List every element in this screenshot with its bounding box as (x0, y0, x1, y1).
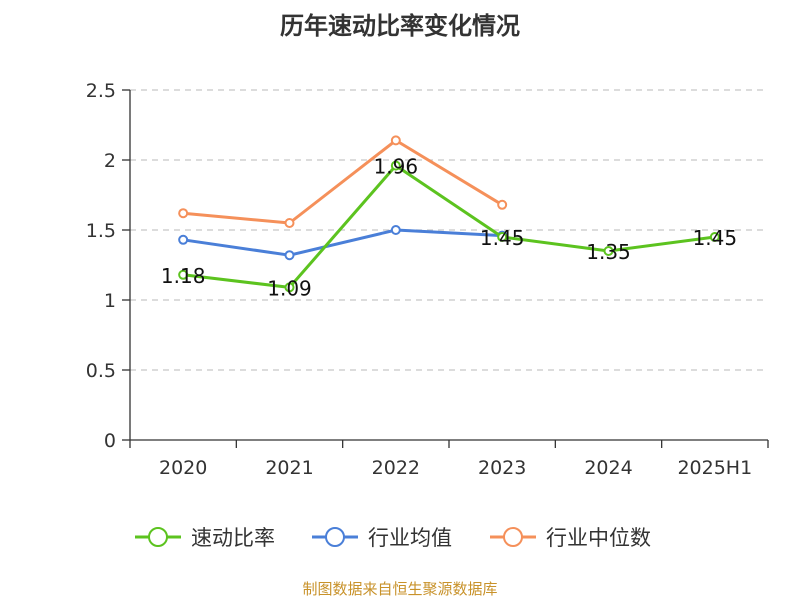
legend-swatch-marker (503, 527, 523, 547)
data-label: 1.45 (480, 226, 525, 250)
legend: 速动比率 行业均值 行业中位数 (135, 526, 651, 550)
legend-label: 行业均值 (368, 526, 452, 550)
data-point-2 (497, 199, 508, 210)
data-point-1 (390, 225, 401, 235)
series-line-1 (182, 228, 503, 257)
legend-label: 速动比率 (191, 526, 275, 550)
legend-label: 行业中位数 (546, 526, 651, 550)
data-point-2 (284, 218, 295, 228)
data-label: 1.09 (267, 276, 312, 300)
chart-title: 历年速动比率变化情况 (280, 12, 520, 40)
data-label: 1.35 (586, 240, 631, 264)
grid-lines (130, 89, 764, 371)
y-tick-label: 1.5 (86, 220, 116, 242)
data-point-1 (178, 234, 189, 245)
data-label: 1.96 (374, 155, 419, 179)
data-point-0 (390, 160, 401, 171)
x-tick-label: 2020 (159, 457, 207, 479)
source-note: 制图数据来自恒生聚源数据库 (302, 580, 498, 598)
legend-swatch-marker (325, 527, 345, 547)
data-labels: 1.18 1.09 1.96 1.45 1.35 1.45 (161, 155, 737, 301)
x-tick-label: 2021 (265, 457, 313, 479)
x-tick-label: 2022 (372, 457, 420, 479)
y-tick-label: 2.5 (86, 80, 116, 102)
axes: 0 0.5 1 1.5 2 2.5 2020 2021 2022 2023 2024 2025H1 (86, 80, 769, 479)
x-tick-label: 2023 (478, 457, 526, 479)
x-tick-label: 2024 (584, 457, 632, 479)
data-point-0 (709, 232, 720, 242)
series-group (178, 135, 720, 293)
data-point-0 (178, 269, 189, 280)
data-point-0 (603, 246, 614, 256)
y-tick-label: 1 (104, 290, 116, 312)
y-tick-label: 0.5 (86, 360, 116, 382)
y-tick-label: 2 (104, 150, 116, 172)
data-point-0 (284, 282, 295, 293)
x-tick-label: 2025H1 (677, 457, 752, 479)
data-point-2 (390, 135, 401, 146)
data-point-1 (284, 250, 295, 261)
legend-swatch-marker (148, 527, 168, 547)
data-point-2 (178, 208, 189, 219)
y-tick-label: 0 (104, 430, 116, 452)
data-label: 1.18 (161, 264, 206, 288)
series-line-0 (182, 164, 716, 289)
data-point-0 (497, 232, 508, 242)
legend-item-2: 行业中位数 (490, 526, 651, 550)
legend-item-1: 行业均值 (312, 526, 452, 550)
series-line-2 (183, 138, 503, 225)
legend-item-0: 速动比率 (135, 526, 275, 550)
data-label: 1.45 (693, 226, 738, 250)
